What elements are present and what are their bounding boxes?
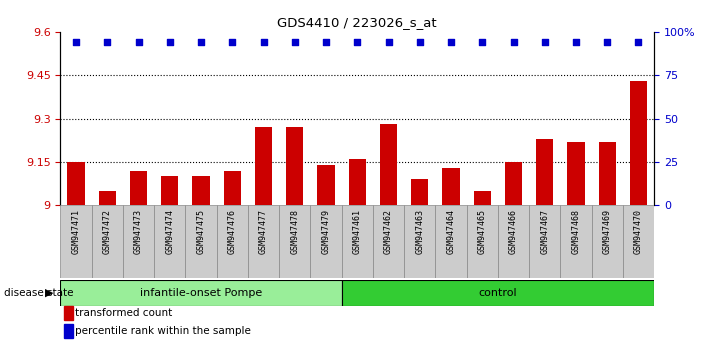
FancyBboxPatch shape (60, 280, 342, 306)
Text: GSM947461: GSM947461 (353, 209, 362, 254)
Bar (536, 139, 553, 205)
FancyBboxPatch shape (279, 205, 311, 278)
Text: GSM947465: GSM947465 (478, 209, 487, 254)
FancyBboxPatch shape (60, 205, 92, 278)
Point (102, 39, 113, 45)
Text: GSM947462: GSM947462 (384, 209, 393, 254)
Title: GDS4410 / 223026_s_at: GDS4410 / 223026_s_at (277, 16, 437, 29)
Bar (255, 127, 272, 205)
Point (414, 39, 425, 45)
Point (227, 39, 238, 45)
Point (602, 39, 613, 45)
Bar (68, 162, 85, 205)
Point (164, 39, 176, 45)
FancyBboxPatch shape (342, 205, 373, 278)
Text: GSM947463: GSM947463 (415, 209, 424, 254)
FancyBboxPatch shape (123, 205, 154, 278)
FancyBboxPatch shape (186, 205, 217, 278)
Bar (287, 127, 304, 205)
Bar (474, 191, 491, 205)
Point (633, 39, 644, 45)
FancyBboxPatch shape (529, 205, 560, 278)
Bar (505, 162, 522, 205)
Point (539, 39, 550, 45)
Text: GSM947473: GSM947473 (134, 209, 143, 254)
FancyBboxPatch shape (498, 205, 529, 278)
Bar (317, 165, 335, 205)
Text: GSM947472: GSM947472 (103, 209, 112, 254)
Text: infantile-onset Pompe: infantile-onset Pompe (140, 288, 262, 298)
Bar (630, 81, 647, 205)
Text: GSM947464: GSM947464 (447, 209, 456, 254)
Text: GSM947476: GSM947476 (228, 209, 237, 254)
Text: control: control (479, 288, 517, 298)
Text: GSM947475: GSM947475 (196, 209, 205, 254)
Point (445, 39, 456, 45)
Bar (348, 159, 366, 205)
Text: GSM947469: GSM947469 (603, 209, 611, 254)
Text: ▶: ▶ (45, 288, 53, 298)
Text: percentile rank within the sample: percentile rank within the sample (75, 326, 251, 336)
Text: GSM947479: GSM947479 (321, 209, 331, 254)
FancyBboxPatch shape (466, 205, 498, 278)
FancyBboxPatch shape (592, 205, 623, 278)
Text: GSM947467: GSM947467 (540, 209, 550, 254)
Point (289, 39, 301, 45)
Point (570, 39, 582, 45)
Point (476, 39, 488, 45)
FancyBboxPatch shape (248, 205, 279, 278)
Text: GSM947474: GSM947474 (165, 209, 174, 254)
Point (70, 39, 82, 45)
Text: GSM947470: GSM947470 (634, 209, 643, 254)
FancyBboxPatch shape (311, 205, 342, 278)
Point (351, 39, 363, 45)
Bar (130, 171, 147, 205)
Point (196, 39, 207, 45)
Bar (599, 142, 616, 205)
Bar (411, 179, 428, 205)
FancyBboxPatch shape (92, 205, 123, 278)
Text: disease state: disease state (4, 288, 73, 298)
FancyBboxPatch shape (404, 205, 435, 278)
Text: GSM947471: GSM947471 (72, 209, 80, 254)
Text: transformed count: transformed count (75, 308, 173, 318)
Bar (99, 191, 116, 205)
Bar (442, 168, 459, 205)
Point (321, 39, 332, 45)
Text: GSM947468: GSM947468 (572, 209, 580, 254)
Bar (567, 142, 584, 205)
Text: GSM947466: GSM947466 (509, 209, 518, 254)
Point (258, 39, 269, 45)
FancyBboxPatch shape (373, 205, 404, 278)
Text: GSM947477: GSM947477 (259, 209, 268, 254)
FancyBboxPatch shape (623, 205, 654, 278)
FancyBboxPatch shape (560, 205, 592, 278)
Bar (193, 176, 210, 205)
Bar (161, 176, 178, 205)
FancyBboxPatch shape (435, 205, 466, 278)
Point (383, 39, 394, 45)
Text: GSM947478: GSM947478 (290, 209, 299, 254)
Bar (224, 171, 241, 205)
FancyBboxPatch shape (342, 280, 654, 306)
FancyBboxPatch shape (217, 205, 248, 278)
Bar (380, 124, 397, 205)
FancyBboxPatch shape (154, 205, 186, 278)
Point (508, 39, 519, 45)
Point (133, 39, 144, 45)
